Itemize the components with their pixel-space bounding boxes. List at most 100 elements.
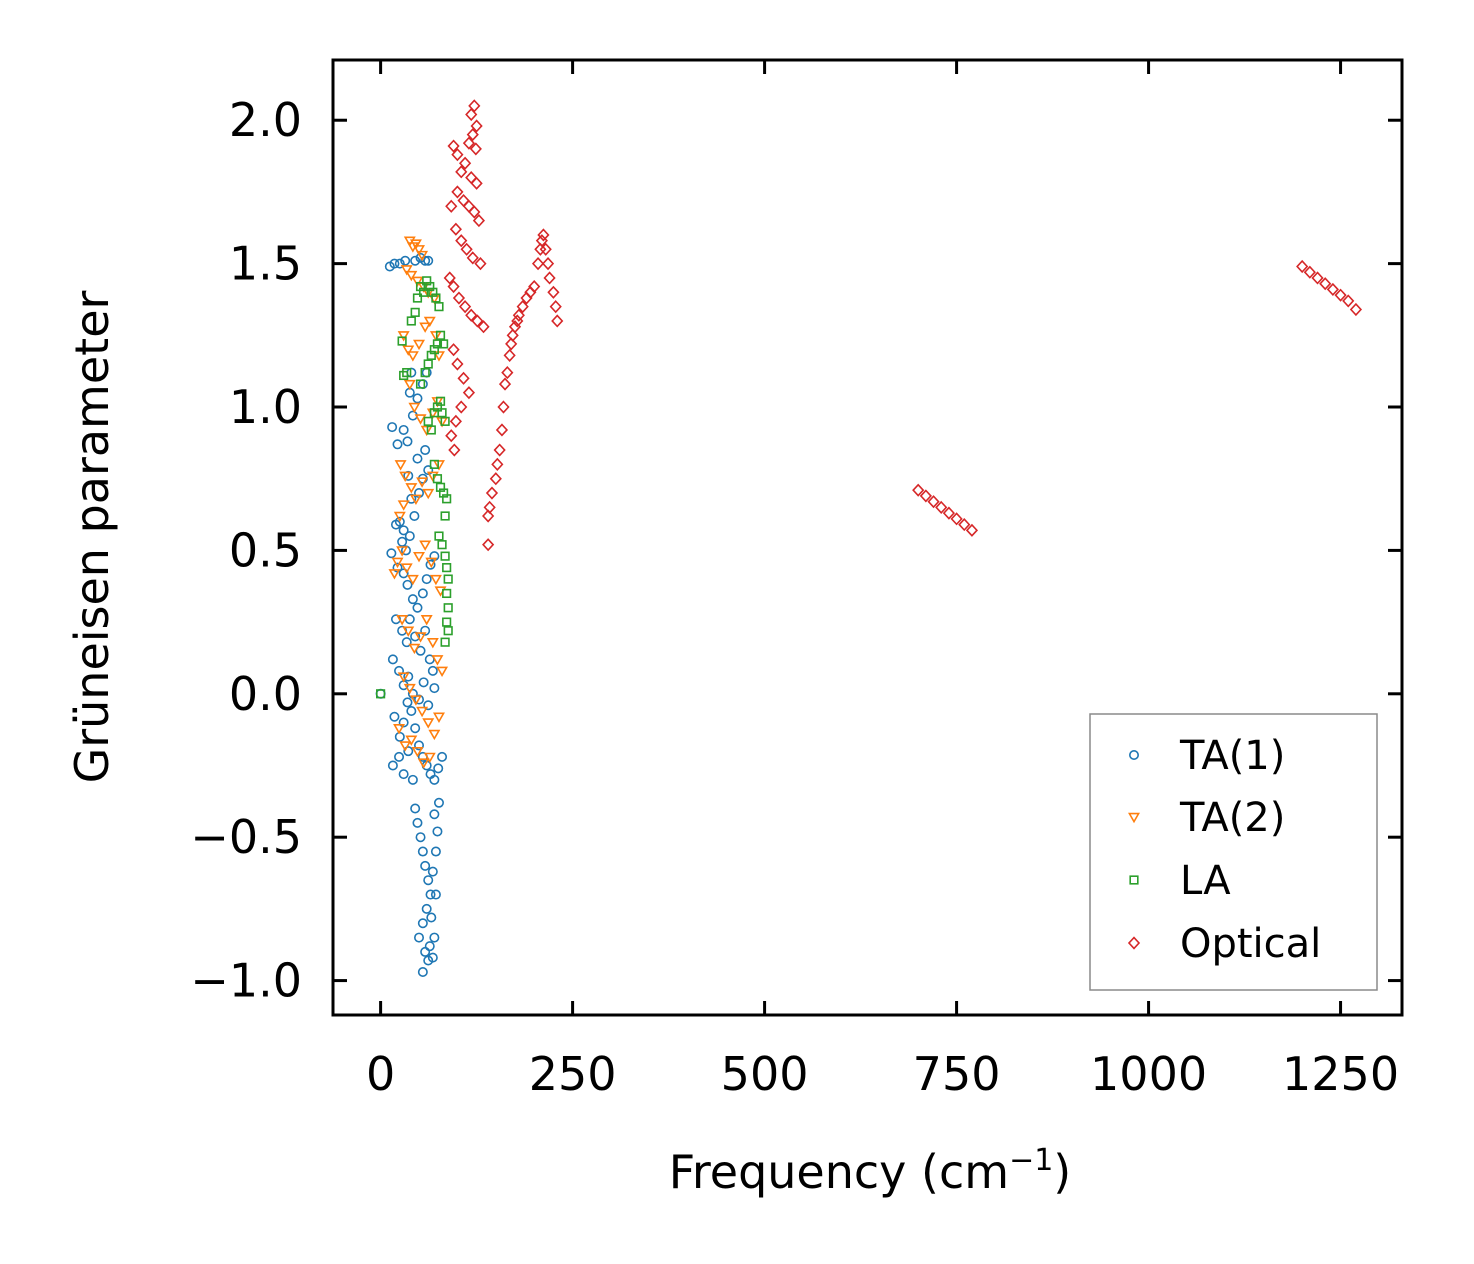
data-point — [414, 414, 427, 425]
data-point — [958, 518, 971, 532]
data-point — [415, 379, 426, 389]
data-point — [429, 932, 440, 943]
legend-marker — [1128, 812, 1140, 824]
data-point — [420, 445, 431, 456]
data-point — [409, 239, 422, 250]
x-tick-label: 750 — [913, 1047, 1001, 1101]
data-point — [412, 293, 423, 303]
data-point — [432, 712, 445, 723]
data-point — [412, 393, 423, 404]
data-point — [417, 966, 428, 977]
data-point — [411, 276, 424, 288]
data-point — [404, 531, 415, 542]
legend-label: LA — [1180, 858, 1231, 904]
data-point — [1334, 288, 1347, 302]
data-point — [402, 345, 415, 356]
data-point — [426, 912, 437, 923]
data-point — [493, 443, 506, 457]
data-point — [408, 402, 421, 414]
data-point — [419, 287, 429, 297]
data-point — [426, 637, 439, 649]
legend-marker — [1129, 749, 1140, 760]
data-point — [394, 460, 407, 471]
data-point — [429, 574, 442, 586]
data-point — [489, 472, 502, 486]
data-point — [409, 695, 422, 706]
data-point — [410, 803, 421, 814]
data-point — [449, 222, 462, 236]
data-point — [466, 127, 479, 142]
data-point — [451, 357, 464, 371]
data-point — [470, 119, 483, 133]
y-tick-label: −0.5 — [190, 810, 302, 864]
data-point — [965, 523, 979, 537]
data-point — [457, 193, 470, 208]
data-point — [950, 512, 963, 526]
data-point — [409, 510, 420, 521]
data-point — [397, 336, 407, 346]
data-point — [549, 300, 562, 314]
data-point — [387, 760, 398, 771]
data-point — [396, 615, 409, 626]
data-point — [393, 724, 406, 735]
data-point — [1349, 302, 1363, 317]
legend-marker — [1127, 936, 1141, 950]
series-la — [376, 276, 453, 699]
data-point — [497, 400, 510, 414]
data-point — [541, 257, 555, 271]
data-point — [462, 136, 476, 150]
data-point — [417, 588, 428, 599]
data-point — [376, 689, 386, 699]
data-point — [551, 314, 564, 328]
data-point — [534, 242, 547, 256]
data-point — [427, 866, 438, 877]
data-point — [912, 483, 925, 497]
data-point — [436, 666, 449, 678]
data-point — [429, 459, 439, 469]
data-point — [423, 752, 436, 764]
data-point — [413, 245, 425, 256]
x-tick-label: 0 — [366, 1047, 395, 1101]
data-point — [440, 416, 450, 426]
data-point — [429, 331, 442, 342]
data-point — [425, 559, 436, 570]
data-point — [410, 723, 421, 734]
data-point — [466, 251, 479, 265]
data-point — [420, 946, 431, 957]
data-point — [408, 643, 421, 655]
data-point — [415, 832, 426, 843]
data-point — [442, 563, 452, 573]
data-point — [406, 367, 417, 378]
data-point — [414, 632, 427, 643]
data-point — [406, 351, 419, 362]
data-point — [452, 291, 466, 305]
legend-entry: TA(1) — [1129, 733, 1285, 779]
data-point — [421, 574, 432, 585]
data-point — [402, 367, 412, 378]
data-point — [402, 626, 415, 637]
data-point — [503, 348, 516, 362]
data-point — [431, 293, 441, 303]
data-point — [398, 525, 409, 536]
legend-label: Optical — [1180, 921, 1321, 967]
data-point — [407, 594, 418, 605]
data-point — [414, 740, 425, 751]
data-point — [455, 400, 468, 414]
data-point — [423, 465, 434, 476]
data-point — [406, 316, 416, 326]
y-tick-label: −1.0 — [190, 954, 302, 1008]
data-point — [531, 257, 545, 271]
data-point — [477, 320, 490, 334]
x-axis-title: Frequency (cm−1) — [669, 1143, 1072, 1199]
data-point — [410, 307, 420, 317]
data-point — [398, 424, 409, 435]
data-point — [429, 774, 440, 785]
data-point — [432, 351, 445, 362]
data-point — [468, 205, 481, 219]
data-point — [397, 536, 408, 547]
data-point — [388, 569, 401, 580]
plot-area — [375, 99, 1363, 977]
data-point — [402, 579, 413, 590]
data-point — [435, 396, 446, 406]
data-point — [423, 416, 433, 426]
